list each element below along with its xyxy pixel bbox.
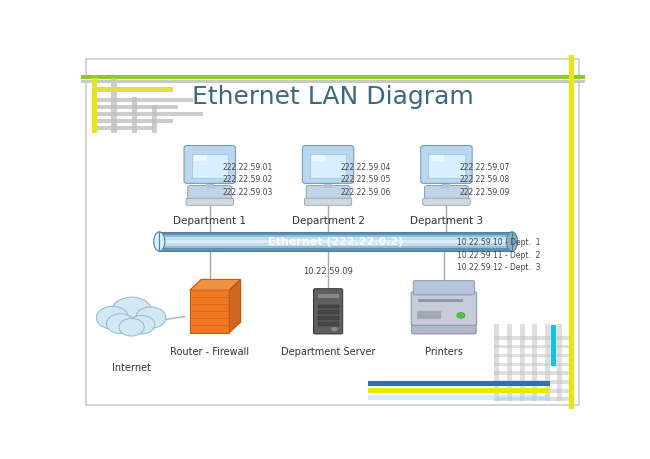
FancyBboxPatch shape xyxy=(81,80,585,84)
Polygon shape xyxy=(190,280,240,290)
Circle shape xyxy=(112,297,152,325)
Text: Router - Firewall: Router - Firewall xyxy=(170,347,249,357)
Text: Ethernet LAN Diagram: Ethernet LAN Diagram xyxy=(192,85,474,110)
FancyBboxPatch shape xyxy=(519,324,525,402)
FancyBboxPatch shape xyxy=(507,324,512,402)
Text: Internet: Internet xyxy=(112,363,151,373)
FancyBboxPatch shape xyxy=(369,388,550,392)
FancyBboxPatch shape xyxy=(194,155,207,161)
FancyBboxPatch shape xyxy=(318,322,339,326)
FancyBboxPatch shape xyxy=(418,299,463,302)
FancyBboxPatch shape xyxy=(494,363,569,366)
FancyBboxPatch shape xyxy=(494,371,569,375)
FancyBboxPatch shape xyxy=(431,155,443,161)
FancyBboxPatch shape xyxy=(310,154,346,179)
Text: Department 3: Department 3 xyxy=(410,216,483,226)
FancyBboxPatch shape xyxy=(159,243,512,246)
FancyBboxPatch shape xyxy=(159,248,512,251)
FancyBboxPatch shape xyxy=(494,324,499,402)
Circle shape xyxy=(332,327,337,331)
FancyBboxPatch shape xyxy=(428,154,465,179)
FancyBboxPatch shape xyxy=(532,324,537,402)
FancyBboxPatch shape xyxy=(494,380,569,384)
FancyBboxPatch shape xyxy=(494,397,569,401)
FancyBboxPatch shape xyxy=(184,146,235,184)
FancyBboxPatch shape xyxy=(131,97,136,133)
FancyBboxPatch shape xyxy=(159,235,512,237)
FancyBboxPatch shape xyxy=(92,87,173,92)
FancyBboxPatch shape xyxy=(494,354,569,357)
Circle shape xyxy=(107,314,135,334)
FancyBboxPatch shape xyxy=(494,389,569,392)
FancyBboxPatch shape xyxy=(152,105,157,133)
Circle shape xyxy=(457,313,465,318)
Text: Printers: Printers xyxy=(425,347,463,357)
FancyBboxPatch shape xyxy=(159,232,512,235)
Polygon shape xyxy=(201,280,240,322)
FancyBboxPatch shape xyxy=(190,290,229,332)
FancyBboxPatch shape xyxy=(551,325,556,366)
FancyBboxPatch shape xyxy=(422,198,470,205)
FancyBboxPatch shape xyxy=(188,185,231,200)
FancyBboxPatch shape xyxy=(159,237,512,240)
Text: Department Server: Department Server xyxy=(281,347,375,357)
Text: Department 1: Department 1 xyxy=(173,216,246,226)
Text: 222.22.59.04
222.22.59.05
222.22.59.06: 222.22.59.04 222.22.59.05 222.22.59.06 xyxy=(341,163,391,197)
FancyBboxPatch shape xyxy=(112,78,116,133)
FancyBboxPatch shape xyxy=(324,181,332,188)
FancyBboxPatch shape xyxy=(318,304,339,308)
Ellipse shape xyxy=(506,232,517,251)
FancyBboxPatch shape xyxy=(304,198,352,205)
FancyBboxPatch shape xyxy=(424,185,469,200)
FancyBboxPatch shape xyxy=(92,105,178,109)
FancyBboxPatch shape xyxy=(92,127,153,130)
Circle shape xyxy=(136,307,166,328)
Text: 222.22.59.01
222.22.59.02
222.22.59.03: 222.22.59.01 222.22.59.02 222.22.59.03 xyxy=(222,163,273,197)
FancyBboxPatch shape xyxy=(557,324,562,402)
Polygon shape xyxy=(229,280,240,332)
Circle shape xyxy=(96,306,129,329)
Text: 10.22.59.10 - Dept.  1
10.22.59.11 - Dept.  2
10.22.59.12 - Dept.  3: 10.22.59.10 - Dept. 1 10.22.59.11 - Dept… xyxy=(456,238,540,273)
FancyBboxPatch shape xyxy=(494,336,569,340)
Text: 222.22.59.07
222.22.59.08
222.22.59.09: 222.22.59.07 222.22.59.08 222.22.59.09 xyxy=(459,163,510,197)
FancyBboxPatch shape xyxy=(81,74,585,79)
FancyBboxPatch shape xyxy=(443,181,450,188)
FancyBboxPatch shape xyxy=(494,345,569,348)
Circle shape xyxy=(119,319,144,336)
FancyBboxPatch shape xyxy=(186,198,233,205)
FancyBboxPatch shape xyxy=(545,324,550,402)
FancyBboxPatch shape xyxy=(313,155,325,161)
FancyBboxPatch shape xyxy=(92,112,203,116)
FancyBboxPatch shape xyxy=(369,381,550,386)
FancyBboxPatch shape xyxy=(92,119,173,123)
Circle shape xyxy=(129,315,155,334)
Text: Ethernet (222.22.0.2): Ethernet (222.22.0.2) xyxy=(268,236,404,246)
FancyBboxPatch shape xyxy=(318,316,339,320)
FancyBboxPatch shape xyxy=(317,293,339,298)
FancyBboxPatch shape xyxy=(92,98,193,102)
FancyBboxPatch shape xyxy=(411,292,476,325)
FancyBboxPatch shape xyxy=(569,55,574,409)
FancyBboxPatch shape xyxy=(192,154,228,179)
FancyBboxPatch shape xyxy=(369,395,550,400)
FancyBboxPatch shape xyxy=(159,246,512,248)
Text: Department 2: Department 2 xyxy=(292,216,365,226)
FancyBboxPatch shape xyxy=(205,181,214,188)
FancyBboxPatch shape xyxy=(302,146,354,184)
Ellipse shape xyxy=(154,232,165,251)
Text: 10.22.59.09: 10.22.59.09 xyxy=(303,267,353,276)
FancyBboxPatch shape xyxy=(413,280,474,295)
FancyBboxPatch shape xyxy=(159,240,512,243)
FancyBboxPatch shape xyxy=(417,312,441,319)
FancyBboxPatch shape xyxy=(313,289,343,334)
FancyBboxPatch shape xyxy=(318,310,339,314)
FancyBboxPatch shape xyxy=(421,146,472,184)
FancyBboxPatch shape xyxy=(411,320,476,334)
FancyBboxPatch shape xyxy=(92,78,98,133)
FancyBboxPatch shape xyxy=(306,185,350,200)
